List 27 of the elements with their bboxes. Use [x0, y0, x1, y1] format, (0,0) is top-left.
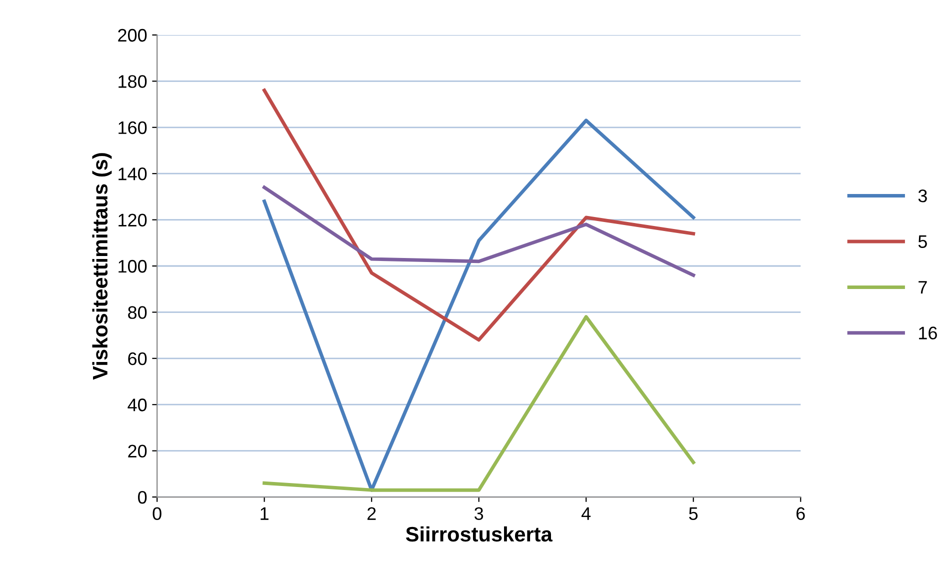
y-axis-title: Viskositeettimittaus (s) — [92, 153, 112, 380]
x-tick-label: 1 — [260, 507, 268, 520]
y-tick-label: 160 — [118, 121, 147, 134]
y-tick-label: 200 — [118, 28, 147, 42]
x-tick-label: 5 — [689, 507, 698, 520]
x-tick-label: 4 — [582, 507, 591, 520]
line-series — [262, 186, 696, 277]
y-tick-label: 140 — [118, 168, 147, 180]
line-series — [262, 315, 696, 492]
legend-label: 5 — [918, 235, 927, 248]
y-tick-label: 60 — [128, 352, 147, 366]
x-tick-label: 0 — [152, 507, 162, 520]
y-tick-label: 180 — [118, 75, 147, 88]
y-tick-label: 40 — [128, 398, 147, 412]
y-tick-label: 100 — [118, 260, 147, 273]
line-series — [262, 88, 696, 342]
x-tick-label: 6 — [796, 507, 805, 520]
x-axis-title: Siirrostuskerta — [406, 526, 553, 542]
legend-label: 7 — [918, 281, 927, 294]
y-tick-label: 120 — [118, 214, 147, 227]
y-tick-label: 20 — [128, 444, 147, 458]
y-tick-label: 0 — [138, 490, 147, 504]
legend-label: 16 — [919, 326, 937, 340]
x-tick-label: 3 — [474, 507, 484, 520]
legend-label: 3 — [918, 189, 927, 202]
y-tick-label: 80 — [128, 306, 147, 319]
x-tick-label: 2 — [367, 507, 376, 520]
